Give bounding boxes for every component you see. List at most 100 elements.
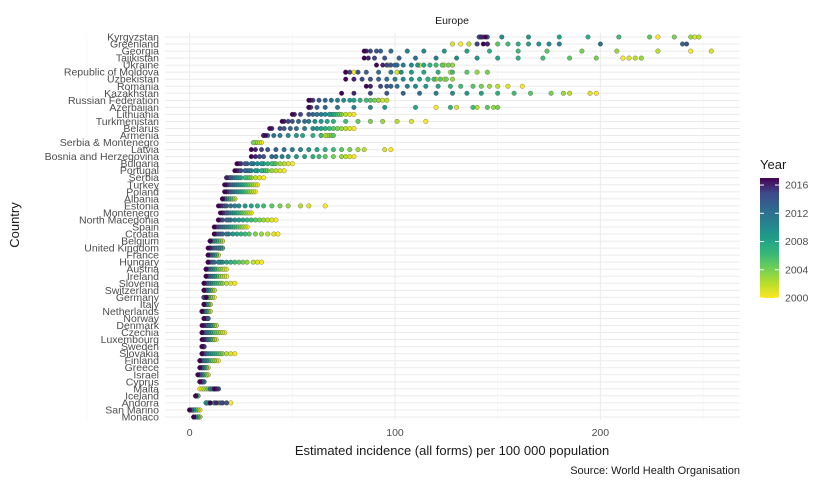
data-point <box>351 76 357 82</box>
data-point <box>306 147 312 153</box>
data-point <box>201 301 207 307</box>
data-point <box>361 55 367 61</box>
data-point <box>486 48 493 54</box>
data-point <box>203 273 209 279</box>
data-point <box>242 203 248 209</box>
data-point <box>412 83 419 89</box>
data-point <box>277 125 283 132</box>
data-point <box>252 231 258 237</box>
data-point <box>388 48 394 54</box>
country-label: France <box>126 250 159 262</box>
data-point <box>224 175 230 181</box>
legend-tick-label: 2000 <box>785 293 809 305</box>
data-point <box>258 147 265 153</box>
data-point <box>351 90 357 96</box>
grid-lines <box>86 33 740 420</box>
data-point <box>254 203 260 209</box>
data-point <box>207 400 213 406</box>
data-point <box>318 118 324 124</box>
data-point <box>343 118 349 124</box>
country-label: Lithuania <box>116 109 159 121</box>
data-point <box>519 83 525 89</box>
data-point <box>454 104 460 110</box>
country-label: Iceland <box>125 390 159 402</box>
data-point <box>250 259 256 265</box>
data-point <box>536 41 542 47</box>
data-point <box>384 97 390 103</box>
data-point <box>499 34 505 40</box>
legend-ticks: 2016 2012 2008 2004 2000 <box>760 180 809 305</box>
data-point <box>281 147 287 153</box>
data-point <box>248 161 254 167</box>
country-label: Slovakia <box>119 348 159 360</box>
data-point <box>421 48 427 54</box>
data-point <box>310 154 316 160</box>
data-point <box>478 83 484 89</box>
data-point <box>293 125 299 132</box>
country-label: Kyrgyzstan <box>107 32 159 44</box>
data-point <box>219 196 226 202</box>
data-point <box>265 147 271 153</box>
data-point <box>423 118 429 124</box>
data-point <box>567 90 573 96</box>
data-point <box>322 147 328 153</box>
data-point <box>408 62 414 68</box>
data-point <box>197 379 203 385</box>
data-point <box>632 55 638 61</box>
data-point <box>199 330 205 336</box>
data-point <box>464 90 470 96</box>
data-point <box>285 154 291 160</box>
data-point <box>511 90 517 96</box>
country-label: Estonia <box>124 200 159 212</box>
data-point <box>203 266 209 272</box>
data-point <box>339 147 345 153</box>
country-label: Malta <box>133 383 159 395</box>
country-label: Israel <box>133 369 159 381</box>
data-point <box>351 104 357 110</box>
data-point <box>199 322 205 329</box>
legend-tick-label: 2004 <box>785 264 809 276</box>
data-point <box>484 69 490 75</box>
data-point <box>310 125 316 132</box>
data-point <box>361 48 367 54</box>
data-point <box>293 132 299 139</box>
data-point <box>556 34 562 40</box>
data-point <box>207 238 213 244</box>
data-point <box>470 83 476 89</box>
country-label: Belarus <box>123 123 159 135</box>
data-point <box>306 118 312 124</box>
data-point <box>199 308 205 314</box>
data-point <box>388 147 394 153</box>
data-point <box>415 62 421 68</box>
data-point <box>447 104 453 110</box>
data-point <box>347 97 353 103</box>
data-point <box>197 365 203 371</box>
data-point <box>199 344 205 350</box>
country-label: Ireland <box>127 271 159 283</box>
country-label: Kazakhstan <box>104 88 159 100</box>
source-caption: Source: World Health Organisation <box>570 465 740 477</box>
country-label: Albania <box>124 193 159 205</box>
data-point <box>437 76 443 82</box>
data-point <box>449 76 456 82</box>
data-point <box>289 147 295 153</box>
data-point <box>302 118 308 124</box>
country-label: Tajikistan <box>116 53 159 65</box>
data-point <box>417 90 423 96</box>
country-label: Austria <box>126 264 159 276</box>
data-point <box>355 147 361 153</box>
data-point <box>616 34 622 40</box>
data-point <box>341 97 347 103</box>
data-point <box>382 55 388 61</box>
data-point <box>363 97 369 103</box>
data-point <box>404 48 410 54</box>
data-point <box>655 48 661 54</box>
data-point <box>322 97 328 103</box>
country-label: Greenland <box>110 39 159 51</box>
data-point <box>587 90 593 96</box>
data-point <box>248 217 254 223</box>
data-point <box>546 41 552 47</box>
data-point <box>343 69 349 75</box>
